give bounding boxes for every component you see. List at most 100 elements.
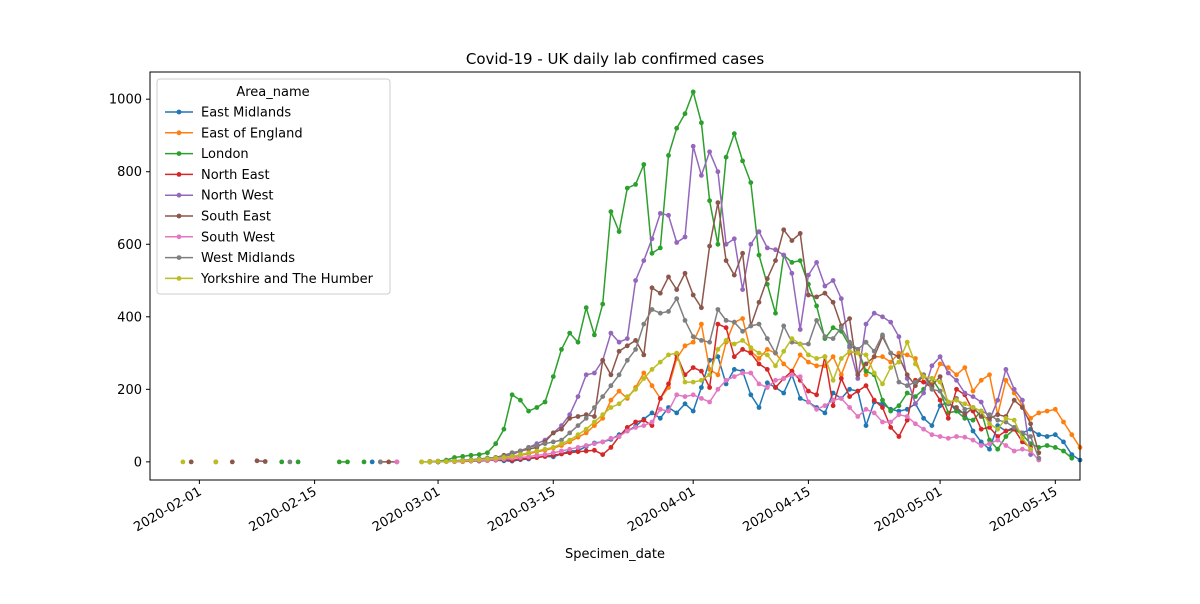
- data-point: [550, 430, 556, 436]
- legend-marker: [176, 234, 182, 240]
- data-point: [748, 350, 754, 356]
- data-point: [600, 415, 606, 421]
- data-point: [641, 370, 647, 376]
- data-point: [987, 437, 992, 443]
- x-axis-label: Specimen_date: [565, 547, 665, 562]
- data-point: [369, 459, 375, 465]
- legend-box: [156, 78, 391, 295]
- data-point: [723, 258, 729, 263]
- data-point: [814, 406, 819, 412]
- data-point: [937, 397, 943, 403]
- data-point: [1003, 367, 1009, 372]
- data-point: [1003, 377, 1009, 383]
- data-point: [896, 403, 902, 409]
- data-point: [822, 403, 828, 409]
- data-point: [830, 397, 836, 403]
- data-point: [575, 339, 581, 345]
- data-point: [518, 397, 523, 403]
- data-point: [1061, 419, 1066, 425]
- data-point: [707, 339, 712, 345]
- data-point: [493, 455, 499, 461]
- data-point: [978, 408, 984, 414]
- data-point: [509, 454, 515, 459]
- data-point: [830, 336, 836, 341]
- legend-label: South East: [201, 210, 271, 225]
- data-point: [485, 450, 490, 456]
- data-point: [1003, 415, 1009, 421]
- series-south-west: [394, 370, 1042, 465]
- data-point: [641, 376, 647, 381]
- data-point: [567, 412, 573, 418]
- data-point: [575, 449, 581, 455]
- data-point: [690, 339, 696, 345]
- data-point: [657, 290, 663, 296]
- data-point: [740, 316, 745, 321]
- x-tick-label: 2020-03-15: [485, 484, 558, 535]
- data-point: [715, 354, 721, 360]
- data-point: [797, 327, 803, 332]
- data-point: [773, 247, 778, 253]
- data-point: [682, 111, 688, 117]
- data-point: [929, 423, 935, 428]
- data-point: [904, 383, 910, 389]
- legend-item: North West: [165, 189, 273, 204]
- data-point: [880, 354, 885, 360]
- data-point: [945, 399, 951, 405]
- data-point: [962, 434, 968, 440]
- data-point: [1020, 405, 1025, 410]
- data-point: [740, 158, 745, 164]
- data-point: [262, 459, 268, 464]
- data-point: [518, 448, 523, 454]
- data-point: [731, 319, 737, 325]
- data-point: [649, 419, 655, 425]
- data-point: [863, 423, 869, 428]
- data-point: [592, 414, 597, 419]
- data-point: [929, 363, 935, 369]
- data-point: [229, 459, 235, 465]
- data-point: [715, 169, 721, 175]
- data-point: [806, 352, 811, 358]
- data-point: [287, 459, 293, 465]
- data-point: [863, 406, 869, 412]
- data-point: [699, 173, 704, 178]
- data-point: [904, 390, 910, 396]
- data-point: [731, 131, 737, 137]
- data-point: [904, 406, 910, 412]
- chart-title: Covid-19 - UK daily lab confirmed cases: [466, 50, 764, 68]
- data-point: [970, 437, 976, 443]
- data-point: [559, 437, 564, 443]
- data-point: [740, 328, 745, 334]
- data-point: [567, 450, 573, 456]
- data-point: [592, 332, 597, 338]
- data-point: [814, 363, 819, 369]
- data-point: [904, 352, 910, 358]
- data-point: [723, 338, 729, 343]
- data-point: [945, 415, 951, 421]
- data-point: [1036, 455, 1042, 461]
- data-point: [731, 374, 737, 379]
- data-point: [723, 325, 729, 331]
- data-point: [666, 212, 671, 218]
- data-point: [954, 408, 959, 414]
- data-point: [435, 459, 441, 464]
- data-point: [493, 441, 499, 447]
- data-point: [715, 307, 721, 312]
- data-point: [542, 452, 548, 457]
- data-point: [690, 392, 696, 398]
- data-point: [773, 310, 778, 316]
- data-point: [715, 241, 721, 247]
- data-point: [690, 292, 696, 298]
- legend-label: East Midlands: [201, 106, 291, 121]
- data-point: [567, 446, 573, 452]
- data-point: [781, 252, 787, 258]
- data-point: [633, 278, 638, 283]
- data-point: [649, 367, 655, 372]
- data-point: [954, 372, 959, 378]
- data-point: [550, 439, 556, 445]
- data-point: [559, 347, 564, 352]
- data-point: [945, 370, 951, 376]
- data-point: [476, 452, 482, 457]
- data-point: [913, 401, 918, 407]
- data-point: [682, 318, 688, 323]
- data-point: [847, 386, 852, 392]
